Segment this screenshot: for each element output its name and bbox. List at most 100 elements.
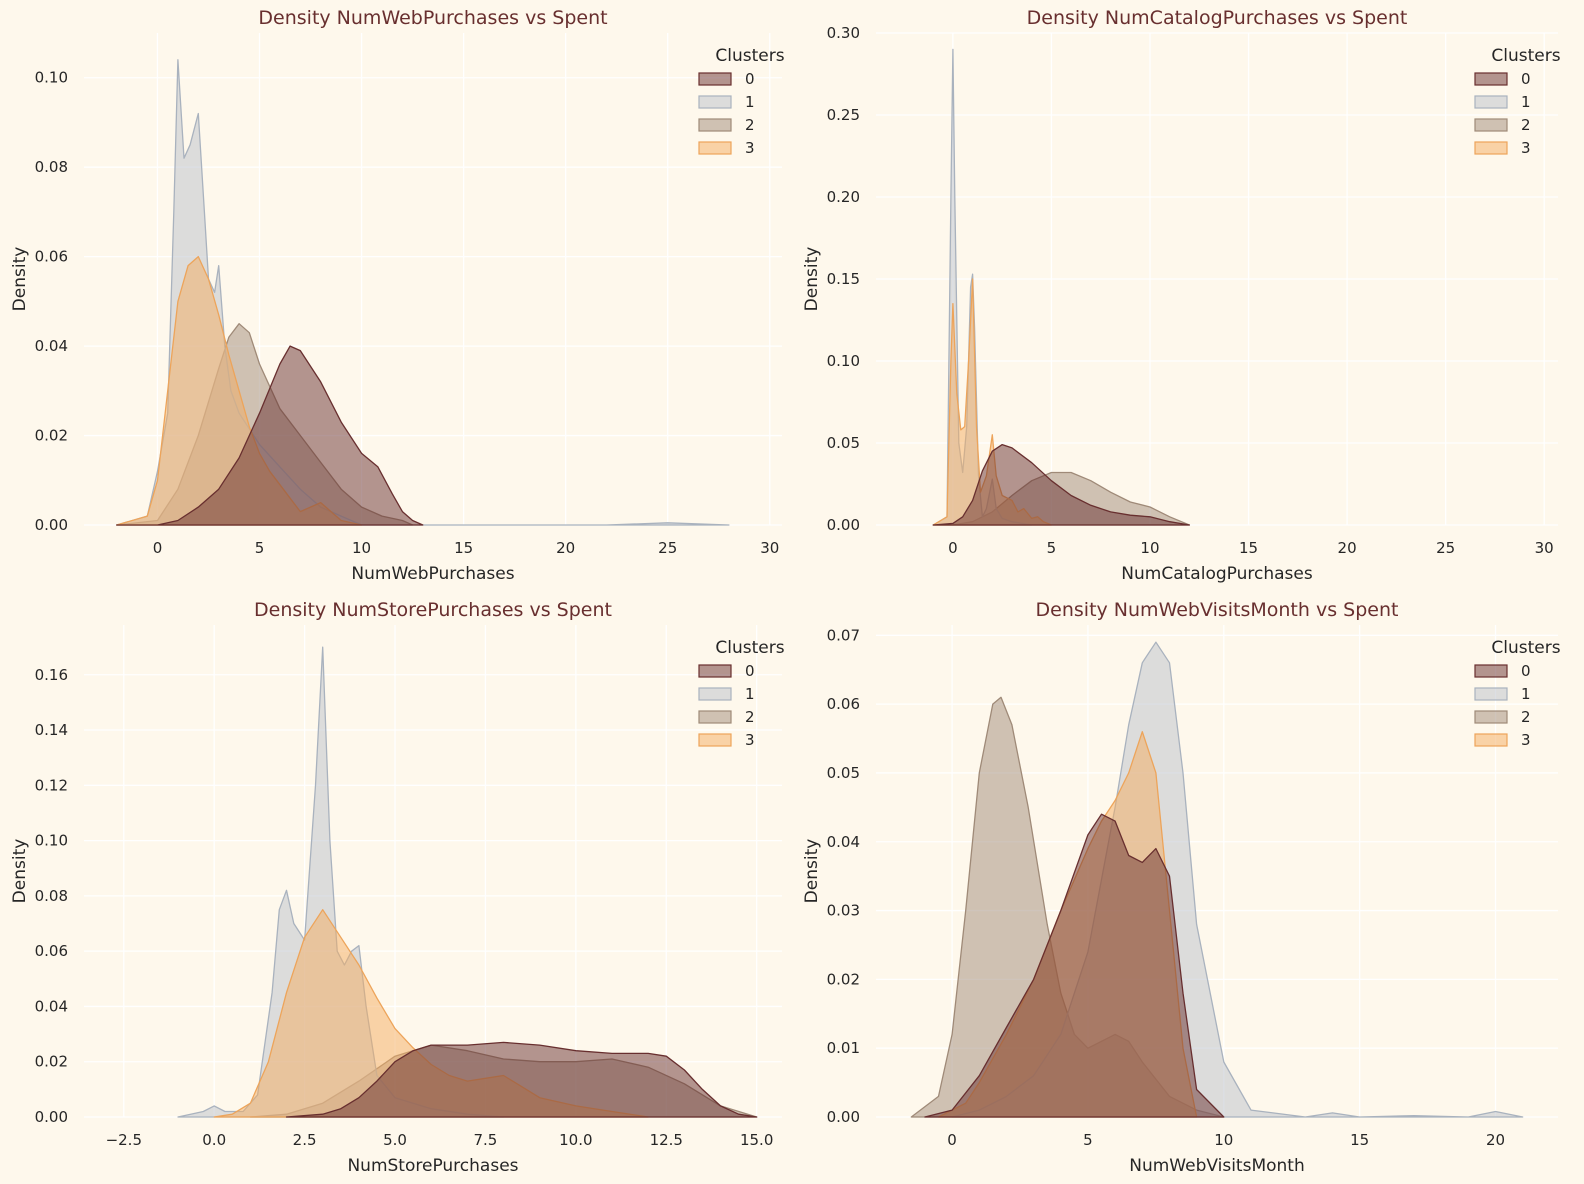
- y-tick-label: 0.02: [35, 1053, 68, 1071]
- y-tick-label: 0.04: [35, 997, 68, 1015]
- y-tick-label: 0.10: [35, 832, 68, 850]
- x-axis-label: NumStorePurchases: [347, 1156, 518, 1176]
- legend-swatch-cluster-3: [698, 141, 732, 155]
- chart-panel-1: 0 5 10 15 20 25 300.000.050.100.150.200.250.30…: [802, 7, 1561, 584]
- legend-swatch-cluster-0: [1474, 664, 1508, 678]
- density-area-cluster-0: [924, 813, 1225, 1118]
- x-tick-label: 10: [1214, 1131, 1233, 1149]
- x-axis-label: NumWebPurchases: [351, 564, 514, 584]
- legend-label: 0: [1521, 662, 1531, 680]
- chart-title: Density NumStorePurchases vs Spent: [254, 599, 612, 621]
- chart-title: Density NumWebVisitsMonth vs Spent: [1036, 599, 1399, 621]
- chart-panel-0: 0 5 10 15 20 25 300.000.020.040.060.080.10Dens…: [10, 7, 785, 584]
- legend-label: 2: [745, 708, 755, 726]
- y-tick-label: 0.14: [35, 721, 68, 739]
- legend-title: Clusters: [1491, 46, 1560, 66]
- legend: Clusters 0 1 2 3: [698, 46, 785, 157]
- plot-area: [84, 625, 782, 1117]
- y-tick-label: 0.00: [35, 1108, 68, 1126]
- chart-title: Density NumWebPurchases vs Spent: [258, 7, 607, 29]
- x-tick-label: 10: [352, 539, 371, 557]
- y-tick-label: 0.04: [827, 833, 860, 851]
- legend-title: Clusters: [1491, 638, 1560, 658]
- density-area-cluster-0: [285, 1041, 758, 1118]
- x-tick-label: 0: [948, 539, 958, 557]
- y-tick-label: 0.10: [35, 69, 68, 87]
- legend-swatch-cluster-2: [698, 118, 732, 132]
- y-tick-label: 0.20: [827, 188, 860, 206]
- y-tick-label: 0.03: [827, 902, 860, 920]
- legend-label: 1: [1521, 93, 1531, 111]
- legend-label: 1: [745, 93, 755, 111]
- x-tick-label: 25: [658, 539, 677, 557]
- x-tick-label: 15.0: [740, 1131, 773, 1149]
- legend-swatch-cluster-3: [698, 733, 732, 747]
- legend-label: 0: [1521, 70, 1531, 88]
- legend: Clusters 0 1 2 3: [1474, 46, 1561, 157]
- y-tick-label: 0.05: [827, 434, 860, 452]
- density-area-cluster-0: [932, 443, 1191, 526]
- y-tick-label: 0.00: [827, 516, 860, 534]
- chart-title: Density NumCatalogPurchases vs Spent: [1027, 7, 1408, 29]
- y-tick-label: 0.05: [827, 764, 860, 782]
- legend-label: 2: [1521, 708, 1531, 726]
- x-tick-label: 2.5: [293, 1131, 317, 1149]
- x-axis-label: NumWebVisitsMonth: [1129, 1156, 1304, 1176]
- legend: Clusters 0 1 2 3: [698, 638, 785, 749]
- y-tick-label: 0.04: [35, 337, 68, 355]
- y-tick-label: 0.06: [35, 942, 68, 960]
- x-tick-label: 5: [1083, 1131, 1093, 1149]
- x-tick-label: 15: [454, 539, 473, 557]
- legend-title: Clusters: [715, 638, 784, 658]
- legend-swatch-cluster-1: [698, 687, 732, 701]
- legend-swatch-cluster-2: [698, 710, 732, 724]
- legend-title: Clusters: [715, 46, 784, 66]
- y-axis-label: Density: [802, 839, 822, 904]
- y-tick-label: 0.02: [827, 970, 860, 988]
- x-tick-label: 5: [255, 539, 265, 557]
- x-tick-label: 25: [1436, 539, 1455, 557]
- y-tick-label: 0.25: [827, 106, 860, 124]
- y-tick-label: 0.07: [827, 626, 860, 644]
- legend-label: 0: [745, 662, 755, 680]
- legend-swatch-cluster-2: [1474, 118, 1508, 132]
- y-tick-label: 0.06: [35, 248, 68, 266]
- legend-swatch-cluster-1: [698, 95, 732, 109]
- legend-swatch-cluster-2: [1474, 710, 1508, 724]
- x-tick-label: 5.0: [383, 1131, 407, 1149]
- legend-swatch-cluster-0: [1474, 72, 1508, 86]
- x-axis-label: NumCatalogPurchases: [1121, 564, 1313, 584]
- y-axis-label: Density: [10, 839, 30, 904]
- x-tick-label: 0.0: [202, 1131, 226, 1149]
- x-tick-label: 30: [1535, 539, 1554, 557]
- legend-label: 3: [1521, 139, 1531, 157]
- x-tick-label: 0: [153, 539, 163, 557]
- x-tick-label: 20: [1338, 539, 1357, 557]
- x-tick-label: 12.5: [650, 1131, 683, 1149]
- x-tick-label: 0: [947, 1131, 957, 1149]
- x-tick-label: 10.0: [559, 1131, 592, 1149]
- y-axis-label: Density: [10, 247, 30, 312]
- y-axis-label: Density: [802, 247, 822, 312]
- x-tick-label: 20: [556, 539, 575, 557]
- y-tick-label: 0.00: [827, 1108, 860, 1126]
- legend-label: 3: [1521, 731, 1531, 749]
- x-tick-label: −2.5: [106, 1131, 142, 1149]
- y-tick-label: 0.08: [35, 158, 68, 176]
- x-tick-label: 5: [1047, 539, 1057, 557]
- x-tick-label: 15: [1350, 1131, 1369, 1149]
- x-tick-label: 30: [760, 539, 779, 557]
- legend-label: 0: [745, 70, 755, 88]
- legend-label: 1: [745, 685, 755, 703]
- y-tick-label: 0.01: [827, 1039, 860, 1057]
- legend: Clusters 0 1 2 3: [1474, 638, 1561, 749]
- legend-label: 2: [1521, 116, 1531, 134]
- density-area-cluster-0: [116, 345, 424, 526]
- legend-swatch-cluster-0: [698, 72, 732, 86]
- legend-swatch-cluster-3: [1474, 733, 1508, 747]
- chart-panel-3: 0 5 10 15 200.000.010.020.030.040.050.060.07…: [802, 599, 1561, 1176]
- y-tick-label: 0.10: [827, 352, 860, 370]
- y-tick-label: 0.06: [827, 695, 860, 713]
- x-tick-label: 15: [1239, 539, 1258, 557]
